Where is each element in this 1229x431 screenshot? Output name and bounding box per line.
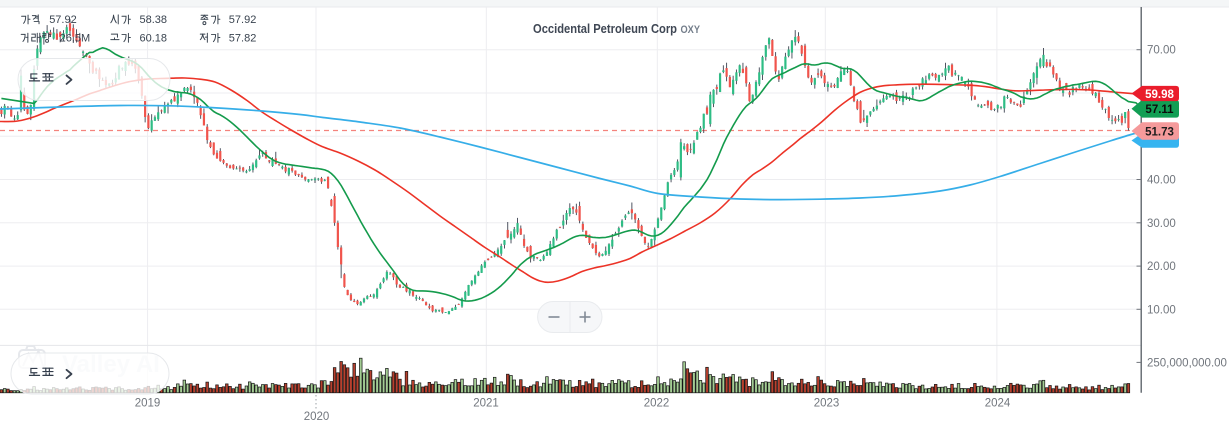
svg-text:2021: 2021 [473,398,499,410]
svg-text:10.00: 10.00 [1147,304,1176,316]
svg-text:57.82: 57.82 [229,32,257,44]
svg-text:57.11: 57.11 [1145,104,1174,116]
svg-text:2019: 2019 [135,398,161,410]
svg-text:30.00: 30.00 [1147,218,1176,230]
svg-text:57.92: 57.92 [49,14,77,26]
svg-text:60.18: 60.18 [140,32,168,44]
svg-text:70.00: 70.00 [1147,45,1176,57]
svg-text:2024: 2024 [985,398,1011,410]
svg-text:2022: 2022 [644,398,670,410]
svg-text:2023: 2023 [814,398,840,410]
svg-text:58.38: 58.38 [140,14,168,26]
svg-text:40.00: 40.00 [1147,175,1176,187]
svg-text:20.00: 20.00 [1147,261,1176,273]
svg-text:51.73: 51.73 [1145,126,1174,138]
svg-text:250,000,000.00: 250,000,000.00 [1147,357,1227,369]
svg-text:2020: 2020 [304,411,330,423]
svg-text:Occidental Petroleum Corp: Occidental Petroleum Corp [533,21,677,36]
svg-text:57.92: 57.92 [229,14,257,26]
svg-text:OXY: OXY [681,24,701,36]
svg-text:26.5M: 26.5M [60,32,91,44]
svg-text:59.98: 59.98 [1145,89,1174,101]
